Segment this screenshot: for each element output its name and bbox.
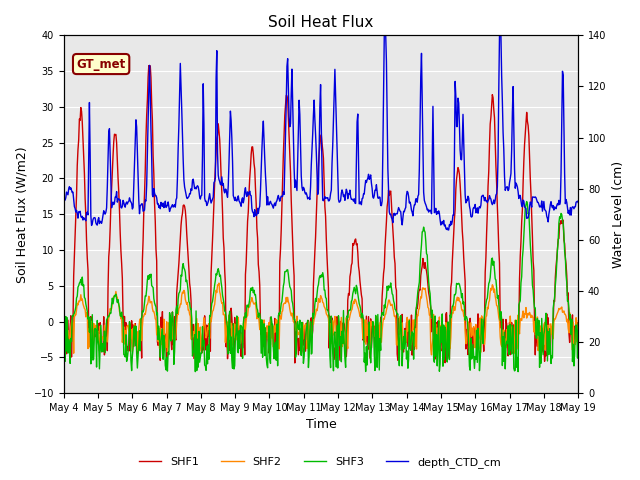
- SHF1: [69, 321, 77, 327]
- SHF3: [69, 313, 77, 319]
- Line: SHF3: SHF3: [63, 202, 578, 372]
- SHF1: [145, 63, 153, 69]
- Text: GT_met: GT_met: [77, 58, 126, 71]
- SHF1: [291, 360, 299, 366]
- SHF2: [428, 352, 435, 358]
- SHF1: [400, 349, 408, 355]
- SHF3: [122, 332, 130, 337]
- Y-axis label: Water Level (cm): Water Level (cm): [612, 161, 625, 268]
- depth_CTD_cm: [399, 216, 407, 221]
- SHF3: [60, 347, 67, 352]
- SHF3: [523, 199, 531, 204]
- Title: Soil Heat Flux: Soil Heat Flux: [268, 15, 374, 30]
- depth_CTD_cm: [380, 33, 388, 38]
- depth_CTD_cm: [202, 198, 209, 204]
- SHF2: [69, 321, 77, 327]
- SHF3: [384, 288, 392, 293]
- Line: SHF2: SHF2: [63, 283, 578, 355]
- depth_CTD_cm: [174, 145, 182, 151]
- SHF2: [574, 318, 582, 324]
- SHF2: [202, 327, 209, 333]
- SHF3: [191, 369, 199, 374]
- SHF2: [122, 333, 130, 339]
- Legend: SHF1, SHF2, SHF3, depth_CTD_cm: SHF1, SHF2, SHF3, depth_CTD_cm: [135, 452, 505, 472]
- SHF1: [60, 360, 67, 365]
- depth_CTD_cm: [574, 200, 582, 205]
- SHF1: [202, 347, 210, 353]
- Line: SHF1: SHF1: [63, 66, 578, 363]
- SHF1: [122, 320, 130, 325]
- SHF2: [60, 320, 67, 325]
- depth_CTD_cm: [69, 189, 77, 195]
- depth_CTD_cm: [122, 201, 130, 206]
- SHF3: [202, 368, 210, 373]
- SHF1: [175, 261, 182, 266]
- SHF1: [574, 321, 582, 326]
- depth_CTD_cm: [384, 166, 392, 171]
- SHF2: [174, 312, 182, 317]
- SHF3: [399, 344, 407, 349]
- depth_CTD_cm: [60, 199, 67, 204]
- SHF2: [399, 340, 407, 346]
- SHF3: [574, 321, 582, 326]
- depth_CTD_cm: [445, 227, 452, 233]
- SHF2: [215, 280, 223, 286]
- SHF1: [385, 187, 392, 193]
- SHF3: [174, 296, 182, 302]
- Y-axis label: Soil Heat Flux (W/m2): Soil Heat Flux (W/m2): [15, 146, 28, 283]
- X-axis label: Time: Time: [305, 419, 336, 432]
- SHF2: [384, 301, 392, 307]
- Line: depth_CTD_cm: depth_CTD_cm: [63, 36, 578, 230]
